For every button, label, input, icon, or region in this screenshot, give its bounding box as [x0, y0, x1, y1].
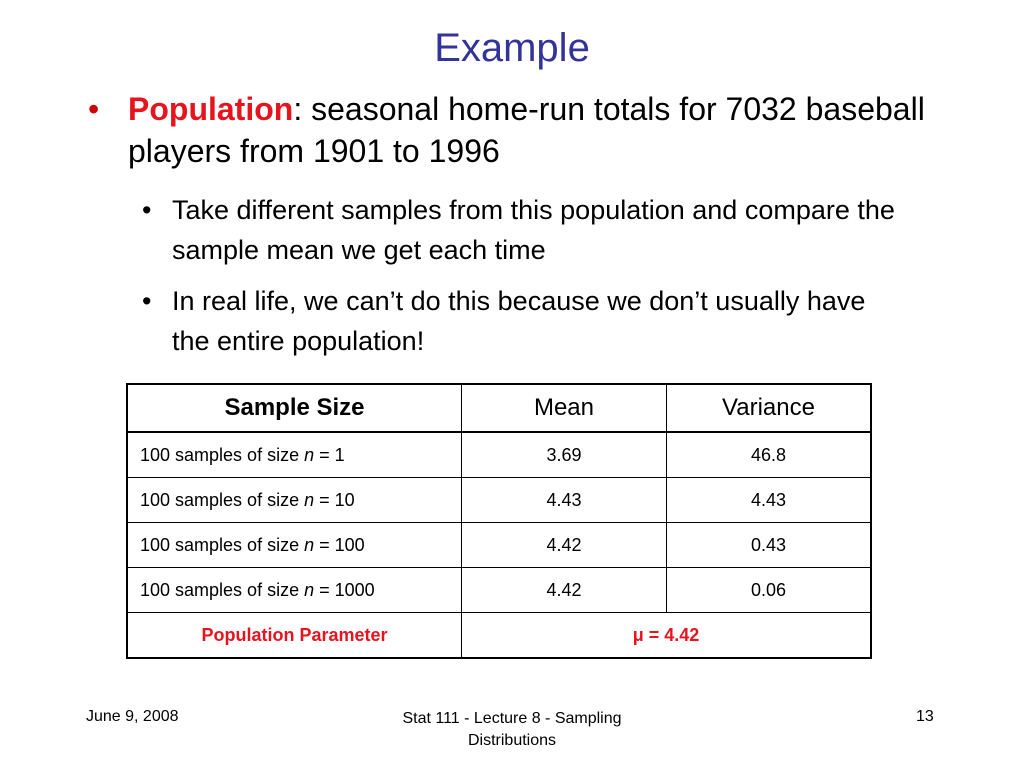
table-row: 100 samples of size n = 100 4.42 0.43	[126, 522, 872, 568]
header-mean: Mean	[461, 383, 667, 433]
row-label-prefix: 100 samples of size	[140, 489, 305, 510]
sub-bullet-text: In real life, we can’t do this because w…	[172, 286, 866, 356]
table-row: 100 samples of size n = 10 4.43 4.43	[126, 477, 872, 523]
row-label: 100 samples of size n = 100	[126, 522, 462, 568]
population-description: : seasonal home-run totals for 7032 base…	[128, 91, 925, 169]
row-label-suffix: = 1000	[314, 579, 375, 600]
row-label: 100 samples of size n = 1	[126, 431, 462, 478]
row-label: 100 samples of size n = 10	[126, 477, 462, 523]
footer-date: June 9, 2008	[86, 708, 179, 725]
table-header-row: Sample Size Mean Variance	[126, 383, 872, 433]
main-bullet: • Population: seasonal home-run totals f…	[88, 88, 968, 172]
row-label-var: n	[304, 444, 315, 465]
row-mean: 3.69	[461, 431, 667, 478]
row-label-var: n	[304, 489, 315, 510]
bullet-marker: •	[142, 195, 152, 225]
parameter-value: μ = 4.42	[461, 612, 872, 659]
table-row: 100 samples of size n = 1 3.69 46.8	[126, 431, 872, 478]
row-variance: 4.43	[666, 477, 872, 523]
sub-bullet: • Take different samples from this popul…	[142, 190, 902, 270]
parameter-label: Population Parameter	[126, 612, 462, 659]
header-sample-size: Sample Size	[126, 383, 462, 433]
row-label-var: n	[304, 579, 315, 600]
sub-bullet: • In real life, we can’t do this because…	[142, 281, 902, 361]
table-row: 100 samples of size n = 1000 4.42 0.06	[126, 567, 872, 613]
header-variance: Variance	[666, 383, 872, 433]
row-label-prefix: 100 samples of size	[140, 534, 305, 555]
sub-bullet-text: Take different samples from this populat…	[172, 195, 895, 265]
bullet-marker: •	[88, 91, 100, 127]
row-label: 100 samples of size n = 1000	[126, 567, 462, 613]
row-mean: 4.43	[461, 477, 667, 523]
row-label-suffix: = 10	[314, 489, 355, 510]
row-variance: 0.06	[666, 567, 872, 613]
population-term: Population	[128, 91, 294, 127]
row-mean: 4.42	[461, 567, 667, 613]
footer-title: Stat 111 - Lecture 8 - Sampling Distribu…	[402, 710, 622, 749]
population-parameter-row: Population Parameter μ = 4.42	[126, 612, 872, 659]
bullet-marker: •	[142, 286, 152, 316]
main-bullet-text: Population: seasonal home-run totals for…	[128, 88, 968, 172]
sample-mean-table: Sample Size Mean Variance 100 samples of…	[126, 383, 872, 659]
row-label-suffix: = 1	[314, 444, 345, 465]
row-label-prefix: 100 samples of size	[140, 444, 305, 465]
row-label-prefix: 100 samples of size	[140, 579, 305, 600]
row-variance: 0.43	[666, 522, 872, 568]
row-label-var: n	[304, 534, 315, 555]
row-variance: 46.8	[666, 431, 872, 478]
row-label-suffix: = 100	[314, 534, 365, 555]
page-number: 13	[916, 708, 934, 725]
row-mean: 4.42	[461, 522, 667, 568]
slide-title: Example	[434, 26, 590, 70]
